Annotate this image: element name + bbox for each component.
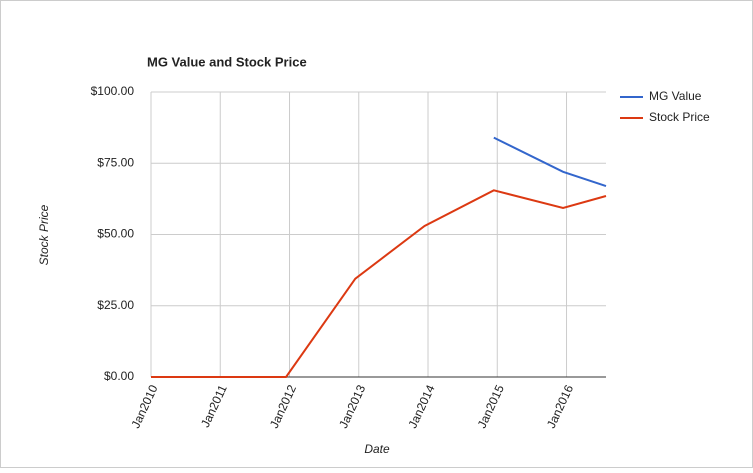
y-axis-title: Stock Price <box>37 204 51 265</box>
series-line <box>493 136 607 187</box>
y-tick-label: $50.00 <box>97 227 134 241</box>
y-tick-label: $25.00 <box>97 298 134 312</box>
series-line <box>151 189 607 378</box>
legend-label: MG Value <box>649 89 702 103</box>
y-tick-label: $75.00 <box>97 155 134 169</box>
y-tick-label: $0.00 <box>104 369 134 383</box>
chart-title: MG Value and Stock Price <box>147 54 307 69</box>
legend-label: Stock Price <box>649 110 710 124</box>
x-axis-title: Date <box>364 442 390 456</box>
y-tick-label: $100.00 <box>91 84 135 98</box>
